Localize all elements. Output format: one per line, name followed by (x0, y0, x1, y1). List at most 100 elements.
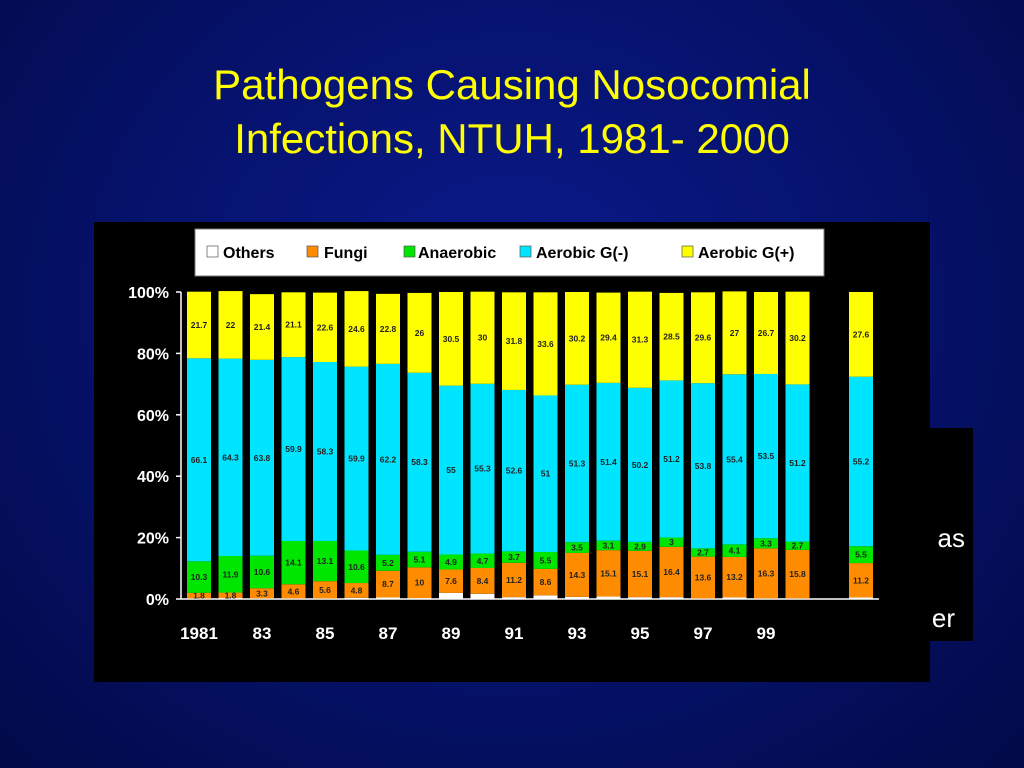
bar-1984-Others (281, 598, 306, 599)
data-label-1999-AerobicGpos: 26.7 (758, 328, 775, 338)
data-label-1997-AerobicGpos: 29.6 (695, 333, 712, 343)
data-label-1981-AerobicGneg: 66.1 (191, 455, 208, 465)
data-label-1997-AerobicGneg: 53.8 (695, 461, 712, 471)
data-label-1996-Anaerobic: 3 (669, 537, 674, 547)
bar-1986-AerobicGneg (344, 366, 369, 551)
bar-1998-Fungi (722, 556, 747, 598)
bar-1981-AerobicGneg (187, 358, 211, 562)
data-label-1999-Anaerobic: 3.3 (760, 538, 772, 548)
legend-label-0: Others (223, 245, 275, 262)
data-label-1990-AerobicGpos: 30 (478, 333, 488, 343)
legend-swatch-1 (306, 245, 319, 258)
legend-swatch-0 (206, 245, 219, 258)
bar-1981-Anaerobic (187, 561, 211, 593)
bar-1990-AerobicGneg (470, 383, 495, 554)
bar-1991-AerobicGneg (502, 389, 526, 552)
bar-1997-Others (691, 598, 715, 599)
data-label-1982-AerobicGneg: 64.3 (222, 452, 239, 462)
data-label-1993-Fungi: 14.3 (569, 570, 586, 580)
bar-1988-Anaerobic (407, 551, 432, 568)
bar-1981-AerobicGpos (187, 291, 211, 359)
bar-1989-AerobicGneg (439, 385, 463, 555)
bar-1999-Fungi (754, 548, 778, 599)
data-label-1987-AerobicGpos: 22.8 (380, 324, 397, 334)
data-label-1994-AerobicGpos: 29.4 (600, 333, 617, 343)
bar-1988-AerobicGneg (407, 372, 432, 552)
bar-1986-Fungi (344, 583, 369, 598)
y-tick-label-2: 40% (137, 469, 169, 486)
bar-1982-AerobicGpos (218, 291, 243, 359)
bar-1994-AerobicGpos (596, 292, 621, 383)
bar-1982-Fungi (218, 592, 243, 599)
bar-1983-Others (250, 598, 274, 599)
data-label-1984-Fungi: 4.6 (288, 586, 300, 596)
bar-2000-Anaerobic (785, 541, 810, 550)
bar-1983-AerobicGpos (250, 294, 274, 360)
data-label-1991-AerobicGneg: 52.6 (506, 466, 523, 476)
legend-label-2: Anaerobic (418, 245, 496, 262)
bar-Total-AerobicGpos (849, 292, 873, 377)
data-label-1989-AerobicGneg: 55 (446, 465, 456, 475)
legend-label-1: Fungi (324, 245, 368, 262)
data-label-1989-Fungi: 7.6 (445, 576, 457, 586)
data-label-1995-AerobicGpos: 31.3 (632, 335, 649, 345)
data-label-1985-AerobicGneg: 58.3 (317, 446, 334, 456)
data-label-1999-AerobicGneg: 53.5 (758, 451, 775, 461)
legend-label-3: Aerobic G(-) (536, 245, 628, 262)
bar-1989-Fungi (439, 569, 463, 593)
y-tick-label-1: 20% (137, 531, 169, 548)
data-label-1986-AerobicGpos: 24.6 (348, 324, 365, 334)
bar-1990-Others (470, 593, 495, 599)
data-label-1997-Fungi: 13.6 (695, 573, 712, 583)
data-label-1994-Anaerobic: 3.1 (603, 540, 615, 550)
bar-1989-Anaerobic (439, 554, 463, 570)
data-label-1989-Anaerobic: 4.9 (445, 557, 457, 567)
data-label-1987-Anaerobic: 5.2 (382, 558, 394, 568)
obscured-text-1: as (937, 523, 965, 553)
data-label-1992-AerobicGpos: 33.6 (537, 339, 554, 349)
bar-1994-AerobicGneg (596, 382, 621, 541)
bar-1999-AerobicGneg (754, 373, 778, 539)
x-tick-label-5: 91 (505, 624, 524, 643)
bar-1993-AerobicGneg (565, 384, 589, 543)
bar-1996-Fungi (659, 546, 684, 598)
data-label-1995-Fungi: 15.1 (632, 569, 649, 579)
bar-1995-Fungi (628, 550, 652, 598)
bar-1998-AerobicGpos (722, 291, 747, 375)
data-label-1996-Fungi: 16.4 (663, 567, 680, 577)
data-label-1991-Fungi: 11.2 (506, 575, 522, 585)
data-label-1985-AerobicGpos: 22.6 (317, 322, 334, 332)
bar-1983-AerobicGneg (250, 359, 274, 556)
bar-1987-Fungi (376, 570, 400, 598)
bar-1982-AerobicGneg (218, 358, 243, 557)
bar-1983-Anaerobic (250, 555, 274, 589)
data-label-Total-AerobicGpos: 27.6 (853, 329, 870, 339)
slide-title: Pathogens Causing Nosocomial Infections,… (0, 58, 1024, 166)
bar-1998-AerobicGneg (722, 374, 747, 545)
bar-Total-Others (849, 597, 873, 599)
legend-swatch-3 (519, 245, 532, 258)
slide-title-line-1: Pathogens Causing Nosocomial (213, 61, 811, 108)
data-label-1991-Anaerobic: 3.7 (508, 552, 520, 562)
data-label-1983-Fungi: 3.3 (256, 588, 268, 598)
data-label-1996-AerobicGpos: 28.5 (663, 332, 680, 342)
x-tick-label-9: 99 (757, 624, 776, 643)
bar-1982-Anaerobic (218, 556, 243, 593)
data-label-1993-Anaerobic: 3.5 (571, 543, 583, 553)
bar-1993-Others (565, 596, 589, 599)
data-label-1984-AerobicGpos: 21.1 (285, 320, 302, 330)
bar-1995-AerobicGpos (628, 291, 652, 388)
data-label-1996-AerobicGneg: 51.2 (663, 454, 680, 464)
bar-1992-AerobicGneg (533, 395, 558, 553)
bar-1988-AerobicGpos (407, 292, 432, 373)
data-label-1990-Anaerobic: 4.7 (477, 556, 489, 566)
data-label-1992-AerobicGneg: 51 (541, 469, 551, 479)
data-label-1984-Anaerobic: 14.1 (285, 558, 302, 568)
bar-1986-AerobicGpos (344, 291, 369, 367)
bar-1994-Others (596, 596, 621, 599)
bar-1984-Fungi (281, 584, 306, 599)
bar-1993-Anaerobic (565, 542, 589, 553)
bar-1987-AerobicGpos (376, 293, 400, 364)
bar-2000-AerobicGneg (785, 384, 810, 542)
bar-1995-AerobicGneg (628, 387, 652, 542)
